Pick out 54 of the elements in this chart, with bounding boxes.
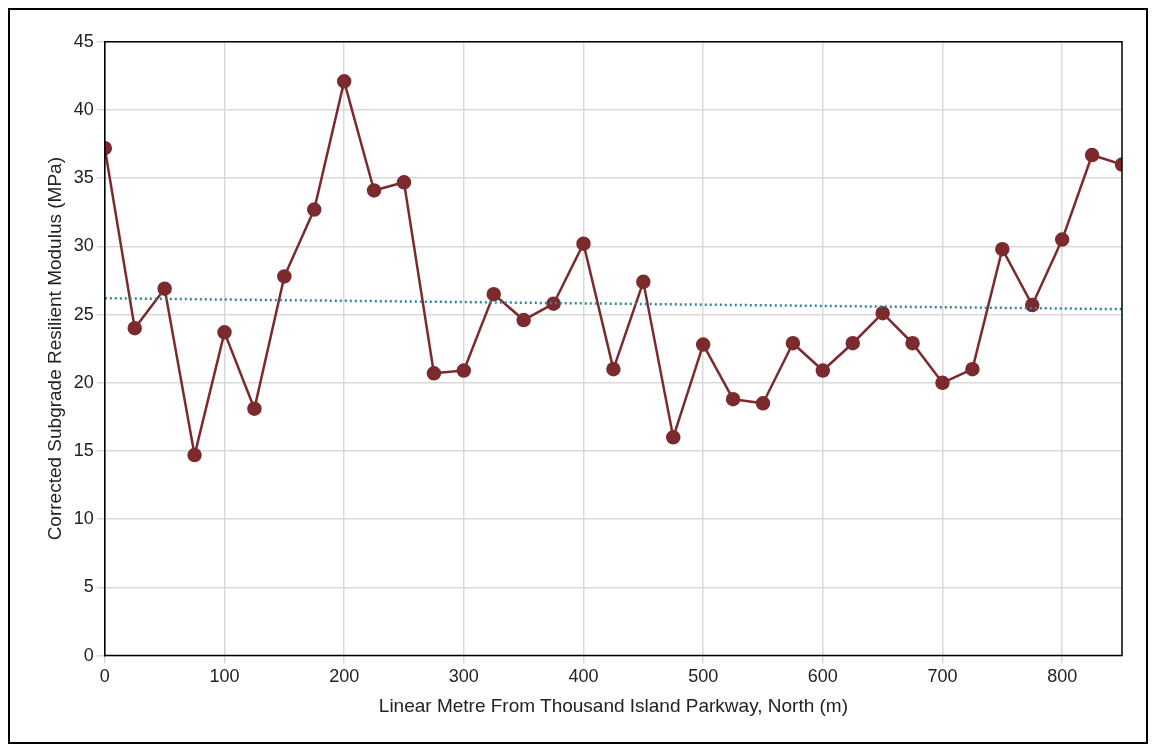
x-tick-label: 500 [688, 666, 719, 687]
point [965, 361, 980, 377]
point [875, 305, 890, 321]
point [695, 337, 711, 352]
x-tick-label: 800 [1047, 666, 1078, 687]
point [306, 202, 322, 217]
y-tick-label: 0 [83, 644, 94, 665]
y-tick-label: 25 [73, 303, 94, 324]
x-tick-label: 100 [209, 666, 240, 687]
y-tick-label: 10 [73, 508, 94, 529]
point [247, 401, 262, 416]
x-tick-label: 700 [927, 666, 958, 687]
y-tick-label: 20 [73, 371, 94, 392]
x-tick-label: 200 [329, 666, 360, 687]
y-tick-label: 40 [73, 98, 94, 119]
point [127, 320, 142, 336]
point [336, 74, 352, 89]
point [187, 447, 202, 463]
point [426, 366, 442, 381]
y-tick-label: 5 [83, 576, 94, 597]
point [755, 396, 771, 411]
point [576, 236, 591, 251]
point [1054, 232, 1070, 247]
point [157, 281, 172, 296]
x-tick-label: 600 [807, 666, 838, 687]
point [785, 335, 801, 351]
point [366, 183, 382, 198]
point [1025, 297, 1040, 313]
point [845, 335, 860, 351]
point [725, 391, 741, 407]
point [486, 286, 501, 302]
point [636, 274, 651, 290]
x-axis-title: Linear Metre From Thousand Island Parkway, North (m) [378, 694, 849, 716]
point [995, 241, 1010, 257]
point [1084, 147, 1100, 163]
point [277, 269, 292, 284]
point [935, 375, 950, 391]
point [456, 363, 472, 378]
point [666, 430, 681, 445]
y-tick-label: 45 [73, 30, 94, 51]
point [905, 335, 920, 351]
point [546, 296, 561, 311]
x-tick-label: 300 [448, 666, 479, 687]
x-tick-label: 0 [99, 666, 110, 687]
y-axis-title: Corrected Subgrade Resilient Modulus (MPa) [43, 157, 65, 541]
y-tick-label: 30 [73, 235, 94, 256]
point [396, 175, 412, 190]
point [815, 363, 831, 378]
x-tick-label: 400 [568, 666, 599, 687]
point [516, 312, 531, 328]
y-tick-label: 35 [73, 167, 94, 188]
point [606, 361, 621, 377]
y-tick-label: 15 [73, 439, 94, 460]
point [217, 325, 232, 340]
